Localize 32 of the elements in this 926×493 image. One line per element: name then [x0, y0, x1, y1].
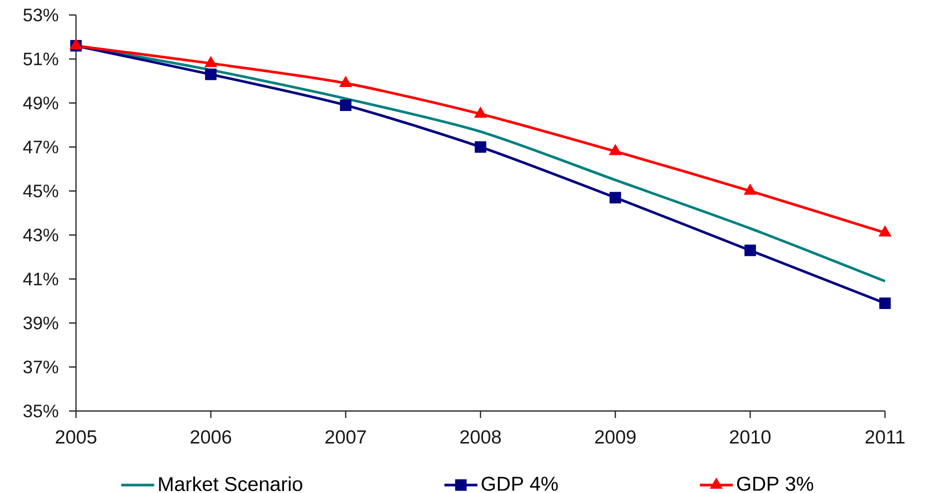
point [340, 99, 352, 111]
point [474, 141, 486, 153]
x-tick-label: 2007 [325, 430, 366, 444]
x-tick-label: 2011 [866, 430, 904, 444]
point [204, 56, 218, 68]
x-tick-label: 2006 [190, 430, 232, 444]
y-tick-label: 37% [23, 360, 58, 374]
point [609, 144, 622, 156]
x-tick-label: 2010 [730, 430, 771, 444]
x-tick-label: 2005 [56, 430, 96, 444]
y-tick-label: 43% [23, 228, 58, 242]
legend-label: GDP 4% [482, 476, 558, 491]
point [878, 226, 892, 237]
y-tick-label: 53% [23, 8, 58, 22]
y-tick-label: 45% [23, 184, 58, 198]
point [339, 76, 352, 87]
point [610, 192, 622, 204]
y-tick-label: 49% [23, 96, 58, 110]
legend-label: Market Scenario [159, 476, 302, 492]
legend-label: GDP 3% [737, 476, 814, 491]
point [744, 184, 756, 195]
y-tick-label: 51% [23, 52, 58, 66]
point [744, 244, 756, 256]
point [205, 68, 217, 80]
y-tick-label: 35% [23, 404, 58, 418]
point [474, 106, 487, 118]
x-tick-label: 2008 [460, 430, 501, 444]
y-tick-label: 41% [23, 272, 58, 286]
y-tick-label: 39% [23, 316, 58, 330]
point [879, 297, 891, 309]
x-tick-label: 2009 [595, 430, 636, 444]
y-tick-label: 47% [23, 140, 58, 154]
